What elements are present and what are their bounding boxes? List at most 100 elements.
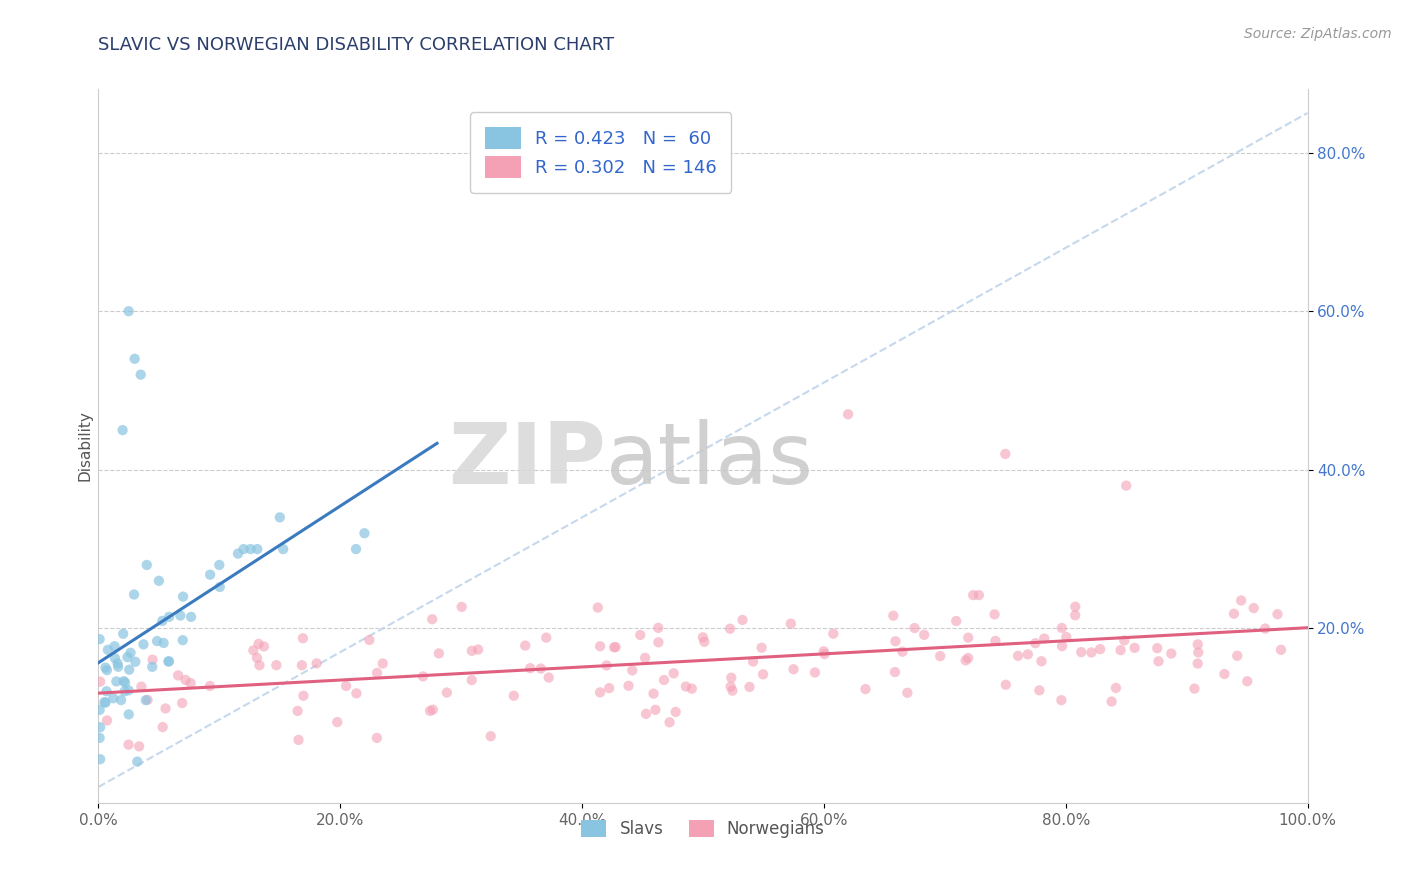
Point (1187, 645, 1209, 659)
Point (118, 663, 141, 677)
Point (1254, 622, 1277, 636)
Text: SLAVIC VS NORWEGIAN DISABILITY CORRELATION CHART: SLAVIC VS NORWEGIAN DISABILITY CORRELATI… (98, 36, 614, 54)
Point (326, 715, 349, 730)
Point (1050, 621, 1073, 635)
Point (180, 610, 202, 624)
Point (305, 657, 328, 671)
Point (665, 705, 688, 719)
Point (634, 651, 657, 665)
Point (1267, 607, 1289, 622)
Point (128, 739, 150, 754)
Point (1033, 632, 1056, 646)
Point (117, 683, 139, 698)
Point (1243, 601, 1265, 615)
Point (720, 671, 742, 685)
Point (136, 693, 159, 707)
Point (132, 637, 155, 651)
Point (129, 368, 152, 382)
Point (1115, 478, 1137, 492)
Point (105, 674, 128, 689)
Point (1064, 599, 1087, 614)
Point (89, 632, 111, 647)
Point (855, 682, 877, 697)
Point (427, 647, 450, 661)
Point (146, 634, 169, 648)
Point (412, 669, 434, 683)
Point (246, 651, 269, 665)
Point (957, 651, 980, 665)
Point (536, 631, 558, 645)
Point (1088, 642, 1111, 657)
Point (1223, 607, 1246, 621)
Point (1109, 643, 1132, 657)
Point (742, 655, 765, 669)
Point (681, 681, 703, 696)
Point (530, 661, 553, 675)
Point (1031, 654, 1053, 668)
Point (249, 658, 271, 673)
Point (1146, 641, 1168, 656)
Point (110, 693, 132, 707)
Point (152, 636, 174, 650)
Text: Source: ZipAtlas.com: Source: ZipAtlas.com (1244, 27, 1392, 41)
Point (422, 703, 444, 717)
Point (589, 685, 612, 699)
Point (643, 687, 665, 701)
Point (89, 674, 111, 689)
Point (371, 657, 394, 671)
Point (112, 674, 135, 689)
Point (628, 628, 651, 642)
Text: ZIP: ZIP (449, 418, 606, 502)
Point (1187, 637, 1209, 651)
Point (1123, 640, 1146, 655)
Point (1236, 674, 1258, 689)
Point (1050, 639, 1073, 653)
Point (208, 580, 231, 594)
Point (436, 685, 458, 699)
Point (291, 658, 314, 673)
Legend: Slavs, Norwegians: Slavs, Norwegians (575, 813, 831, 845)
Point (1101, 694, 1123, 708)
Point (598, 681, 620, 695)
Point (269, 510, 291, 524)
Point (96, 684, 118, 698)
Point (155, 701, 177, 715)
Point (89, 720, 111, 734)
Point (292, 689, 315, 703)
Point (172, 633, 194, 648)
Point (157, 655, 180, 669)
Point (114, 675, 136, 690)
Point (266, 658, 288, 673)
Point (662, 666, 685, 681)
Point (174, 673, 197, 687)
Point (884, 665, 907, 679)
Point (1114, 633, 1136, 648)
Point (692, 630, 714, 644)
Point (779, 616, 801, 631)
Point (813, 644, 835, 658)
Point (112, 627, 135, 641)
Point (720, 680, 742, 694)
Point (984, 634, 1007, 648)
Point (287, 732, 309, 747)
Point (208, 558, 231, 572)
Point (226, 547, 249, 561)
Point (96, 714, 118, 728)
Point (1105, 681, 1128, 695)
Point (945, 614, 967, 628)
Point (882, 608, 904, 623)
Point (837, 407, 859, 421)
Point (1187, 657, 1209, 671)
Point (198, 679, 221, 693)
Point (242, 643, 264, 657)
Point (515, 639, 537, 653)
Point (617, 679, 640, 693)
Point (1017, 648, 1039, 662)
Point (621, 664, 644, 678)
Point (122, 587, 145, 601)
Point (1213, 667, 1236, 681)
Point (962, 588, 984, 602)
Point (752, 667, 775, 681)
Point (150, 614, 173, 628)
Point (366, 731, 388, 745)
